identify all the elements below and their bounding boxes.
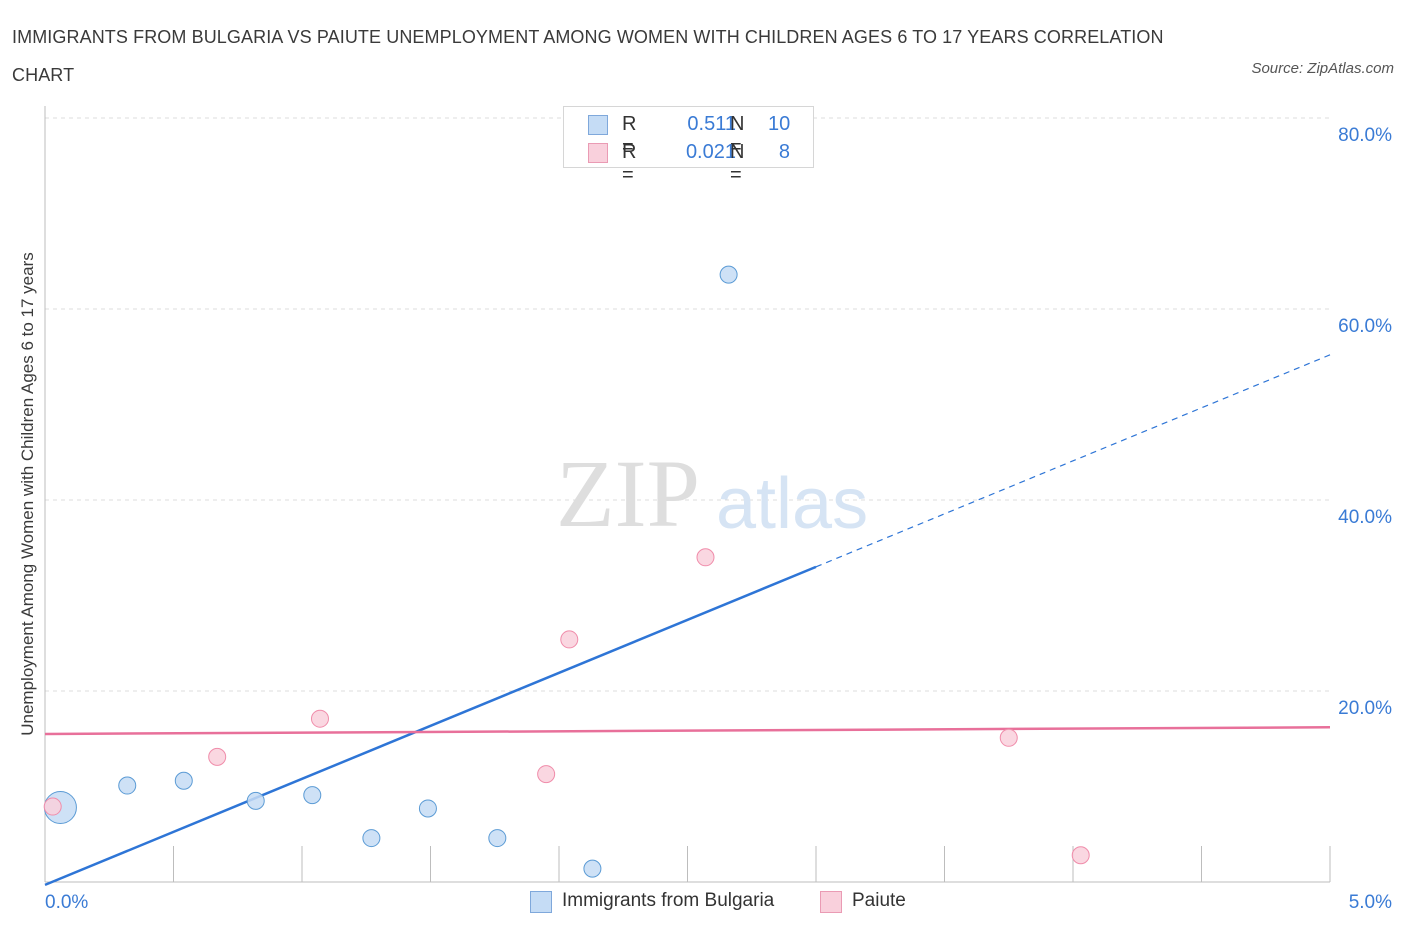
point-bulgaria	[174, 771, 193, 790]
point-bulgaria	[362, 829, 381, 848]
y-tick-label: 60.0%	[1338, 316, 1392, 337]
legend-swatch-paiute	[588, 143, 608, 163]
trend-lines	[44, 354, 1331, 887]
point-bulgaria	[246, 791, 265, 810]
watermark-atlas: atlas	[716, 464, 868, 544]
y-tick-label: 80.0%	[1338, 125, 1392, 146]
series-swatch-bulgaria	[530, 891, 552, 913]
series-swatch-paiute	[820, 891, 842, 913]
point-bulgaria	[719, 265, 738, 284]
legend-r-key: R =	[622, 113, 637, 158]
point-paiute	[696, 548, 715, 567]
series-label-bulgaria: Immigrants from Bulgaria	[562, 890, 775, 911]
source-label: Source: ZipAtlas.com	[1251, 60, 1394, 77]
point-paiute	[999, 728, 1018, 747]
trend-line-bulgaria	[44, 565, 817, 887]
y-tick-label: 40.0%	[1338, 507, 1392, 528]
legend-n-key: N =	[730, 141, 745, 186]
point-bulgaria	[118, 776, 137, 795]
point-bulgaria	[418, 799, 437, 818]
point-bulgaria	[488, 829, 507, 848]
legend-n-key: N =	[730, 113, 745, 158]
correlation-legend: R = 0.511 N = 10 R = 0.021 N = 8	[563, 106, 814, 186]
chart-title: IMMIGRANTS FROM BULGARIA VS PAIUTE UNEMP…	[12, 27, 1164, 85]
trend-line-paiute	[44, 726, 1331, 736]
legend-r-key: R =	[622, 141, 637, 186]
point-paiute	[1071, 846, 1090, 865]
x-tick-label-max: 5.0%	[1349, 892, 1392, 913]
x-tick-label-min: 0.0%	[45, 892, 88, 913]
series-label-paiute: Paiute	[852, 890, 906, 911]
point-paiute	[310, 709, 329, 728]
axes	[44, 106, 1331, 883]
point-bulgaria	[303, 786, 322, 805]
legend-n-value: 10	[768, 113, 791, 135]
trend-line-bulgaria-extension	[815, 354, 1331, 568]
legend-n-value: 8	[778, 141, 790, 163]
y-tick-label: 20.0%	[1338, 698, 1392, 719]
tick-labels: 20.0% 40.0% 60.0% 80.0% 0.0% 5.0%	[45, 125, 1392, 913]
point-paiute	[43, 797, 62, 816]
point-bulgaria	[583, 859, 602, 878]
watermark-zip: ZIP	[556, 440, 700, 547]
gridlines	[45, 117, 1330, 692]
point-paiute	[208, 747, 227, 766]
legend-r-value: 0.511	[687, 113, 736, 135]
legend-r-value: 0.021	[685, 141, 736, 163]
point-paiute	[537, 765, 556, 784]
point-paiute	[560, 630, 579, 649]
legend-swatch-bulgaria	[588, 115, 608, 135]
data-points	[43, 265, 1090, 878]
